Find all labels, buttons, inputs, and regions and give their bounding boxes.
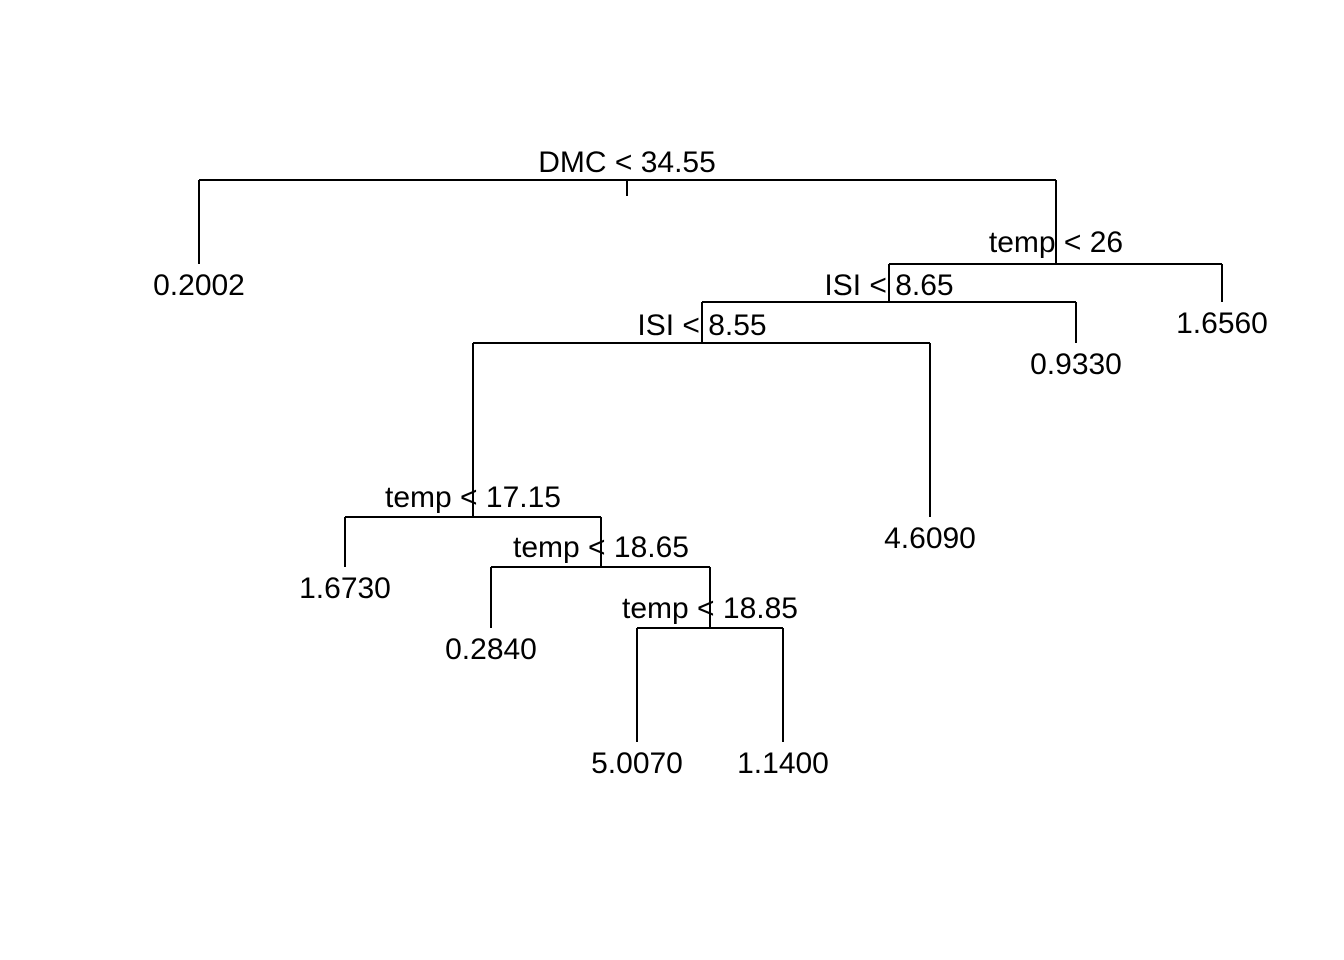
split-label: ISI < 8.65 xyxy=(824,269,953,302)
split-label: temp < 17.15 xyxy=(385,481,561,514)
split-label: temp < 18.85 xyxy=(622,592,798,625)
leaf-label: 1.6730 xyxy=(299,572,391,605)
tree-labels: DMC < 34.55 0.2002 temp < 26 ISI < 8.65 ISI … xyxy=(153,146,1268,780)
leaf-label: 5.0070 xyxy=(591,747,683,780)
split-label: temp < 26 xyxy=(989,226,1123,259)
leaf-label: 0.9330 xyxy=(1030,348,1122,381)
split-label: DMC < 34.55 xyxy=(538,146,716,179)
split-label: ISI < 8.55 xyxy=(637,309,766,342)
split-label: temp < 18.65 xyxy=(513,531,689,564)
tree-branches xyxy=(198,179,1223,742)
leaf-label: 0.2840 xyxy=(445,633,537,666)
leaf-label: 4.6090 xyxy=(884,522,976,555)
leaf-label: 1.1400 xyxy=(737,747,829,780)
leaf-label: 0.2002 xyxy=(153,269,245,302)
leaf-label: 1.6560 xyxy=(1176,307,1268,340)
